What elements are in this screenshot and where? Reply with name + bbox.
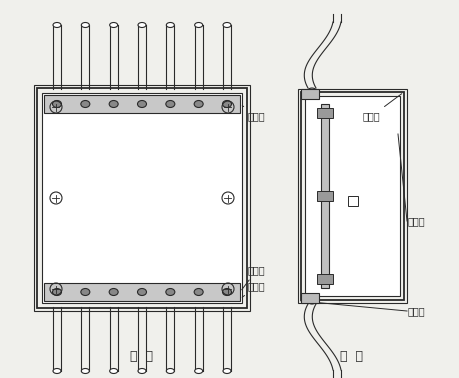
Ellipse shape bbox=[53, 23, 61, 28]
Bar bbox=[42, 93, 241, 303]
Ellipse shape bbox=[223, 369, 230, 373]
Ellipse shape bbox=[166, 369, 174, 373]
Ellipse shape bbox=[109, 101, 118, 107]
Ellipse shape bbox=[52, 101, 62, 107]
Bar bbox=[37, 88, 246, 308]
Ellipse shape bbox=[137, 288, 146, 296]
Ellipse shape bbox=[137, 101, 146, 107]
Bar bbox=[347, 196, 357, 206]
Ellipse shape bbox=[109, 369, 118, 373]
Bar bbox=[316, 108, 332, 118]
Text: 开孔板: 开孔板 bbox=[407, 306, 425, 316]
Text: 开孔板: 开孔板 bbox=[362, 94, 401, 121]
Text: 立  视: 立 视 bbox=[130, 350, 153, 363]
Text: 二层板: 二层板 bbox=[241, 265, 265, 290]
Ellipse shape bbox=[306, 88, 316, 96]
Text: 二层板: 二层板 bbox=[407, 216, 425, 226]
Ellipse shape bbox=[109, 23, 118, 28]
Ellipse shape bbox=[81, 288, 90, 296]
Ellipse shape bbox=[194, 23, 202, 28]
Bar bbox=[297, 89, 406, 303]
Ellipse shape bbox=[52, 288, 62, 296]
Ellipse shape bbox=[138, 23, 146, 28]
Ellipse shape bbox=[306, 296, 316, 304]
Ellipse shape bbox=[222, 288, 231, 296]
Bar bbox=[316, 274, 332, 284]
Ellipse shape bbox=[81, 369, 89, 373]
Ellipse shape bbox=[222, 101, 231, 107]
Bar bbox=[300, 293, 318, 303]
Bar bbox=[300, 89, 318, 99]
Ellipse shape bbox=[194, 288, 203, 296]
Ellipse shape bbox=[53, 369, 61, 373]
Text: 侧  视: 侧 视 bbox=[340, 350, 363, 363]
Bar bbox=[300, 92, 403, 300]
Bar bbox=[304, 96, 399, 296]
Ellipse shape bbox=[194, 369, 202, 373]
Bar bbox=[44, 283, 240, 301]
Bar bbox=[34, 85, 249, 311]
Ellipse shape bbox=[81, 101, 90, 107]
Ellipse shape bbox=[166, 101, 174, 107]
Bar bbox=[44, 95, 240, 113]
Bar bbox=[316, 191, 332, 201]
Ellipse shape bbox=[109, 288, 118, 296]
Ellipse shape bbox=[138, 369, 146, 373]
Text: 开孔板: 开孔板 bbox=[242, 281, 265, 297]
Ellipse shape bbox=[223, 23, 230, 28]
Bar bbox=[304, 96, 399, 296]
Bar bbox=[42, 93, 241, 303]
Bar bbox=[320, 104, 328, 288]
Ellipse shape bbox=[194, 101, 203, 107]
Ellipse shape bbox=[166, 288, 174, 296]
Ellipse shape bbox=[81, 23, 89, 28]
Ellipse shape bbox=[166, 23, 174, 28]
Text: 开孔板: 开孔板 bbox=[242, 105, 265, 121]
